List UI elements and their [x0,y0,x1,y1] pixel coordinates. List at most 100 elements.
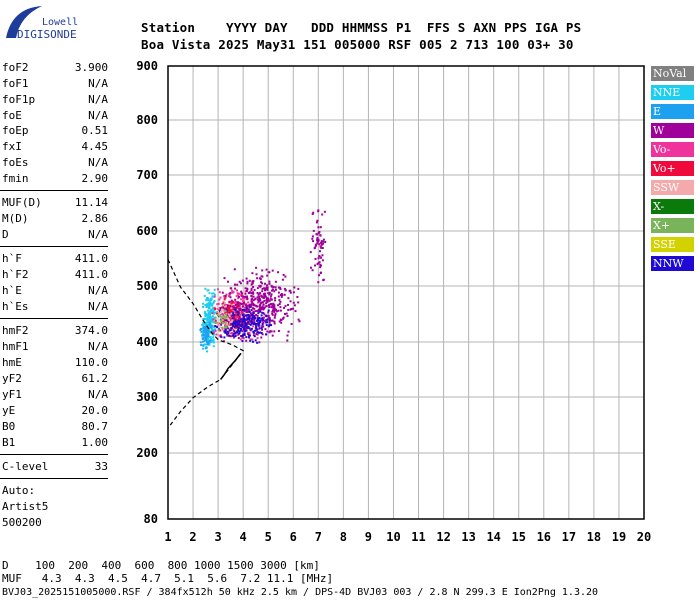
echo-point [247,336,250,339]
echo-point [242,305,244,308]
echo-point [236,292,239,295]
echo-point [245,314,248,317]
param-row: B1 1.00 [2,436,108,450]
echo-point [289,291,292,294]
echo-point [287,308,290,311]
echo-point [224,294,227,297]
echo-point [236,333,239,336]
echo-point [253,319,256,322]
echo-point [279,300,282,303]
echo-point [283,306,285,309]
echo-point [286,339,289,342]
echo-point [241,335,244,338]
echo-point [258,327,261,330]
echo-point [258,277,261,280]
echo-point [246,280,249,283]
echo-point [213,295,216,298]
echo-point [218,334,221,337]
echo-point [206,289,209,292]
echo-point [234,298,237,301]
echo-point [266,284,269,287]
echo-point [206,341,209,343]
echo-point [256,296,259,299]
echo-point [314,258,317,260]
echo-point [246,297,249,300]
echo-point [261,290,264,293]
echo-point [209,301,212,304]
echo-point [266,288,269,291]
echo-point [316,219,319,222]
y-tick-label: 900 [136,59,158,73]
echo-point [251,338,254,341]
echo-point [226,330,229,333]
echo-point [225,309,228,312]
echo-point [211,328,214,331]
header-row-values: Boa Vista 2025 May31 151 005000 RSF 005 … [141,37,574,52]
echo-point [268,306,271,309]
echo-point [201,331,204,334]
echo-point [207,319,210,321]
echo-point [207,330,210,333]
echo-point [221,302,224,305]
echo-point [206,324,209,327]
echo-point [234,283,236,286]
echo-point [278,303,281,305]
echo-point [264,287,267,290]
echo-point [228,292,231,295]
echo-point [221,291,224,294]
echo-point [311,235,314,238]
echo-point [224,317,227,320]
param-row: h`F2 411.0 [2,268,108,282]
echo-point [241,323,244,326]
echo-point [220,319,223,322]
echo-point [202,332,205,335]
footer-muf-row: MUF 4.3 4.3 4.5 4.7 5.1 5.6 7.2 11.1 [MH… [2,572,334,585]
echo-point [227,313,230,316]
echo-point [294,310,297,313]
param-name: hmE [2,356,22,369]
echo-point [208,342,211,345]
echo-point [289,300,292,303]
echo-point [258,300,260,303]
echo-point [221,305,224,308]
param-name: yF2 [2,372,22,385]
echo-point [261,317,264,319]
echo-point [230,312,233,315]
echo-point [223,317,226,320]
param-name: foEs [2,156,29,169]
echo-point [210,337,213,340]
echo-point [225,313,228,316]
echo-point [255,333,258,335]
echo-point [244,306,247,309]
echo-point [254,310,257,313]
x-tick-label: 10 [386,530,400,544]
echo-point [252,323,255,325]
echo-point [211,295,214,298]
echo-point [218,298,221,301]
echo-point [279,309,282,312]
echo-point [233,330,236,333]
echo-point [251,303,254,306]
echo-point [231,310,234,313]
echo-point [318,243,321,246]
echo-point [314,244,317,247]
echo-point [255,305,258,308]
param-value: 61.2 [81,372,109,385]
echo-point [231,289,234,292]
echo-point [321,247,324,249]
echo-point [236,283,239,286]
echo-point [252,340,254,343]
echo-point [319,234,322,237]
x-tick-label: 11 [411,530,425,544]
logo-line2: DIGISONDE [17,28,77,41]
echo-point [219,315,222,318]
echo-point [243,315,245,318]
echo-point [223,336,226,339]
param-name: C-level [2,460,49,473]
echo-point [223,340,225,342]
echo-point [225,326,228,329]
legend-item-sse: SSE [651,237,694,252]
y-tick-label: 80 [144,512,158,526]
echo-point [202,302,205,305]
echo-point [232,300,235,303]
